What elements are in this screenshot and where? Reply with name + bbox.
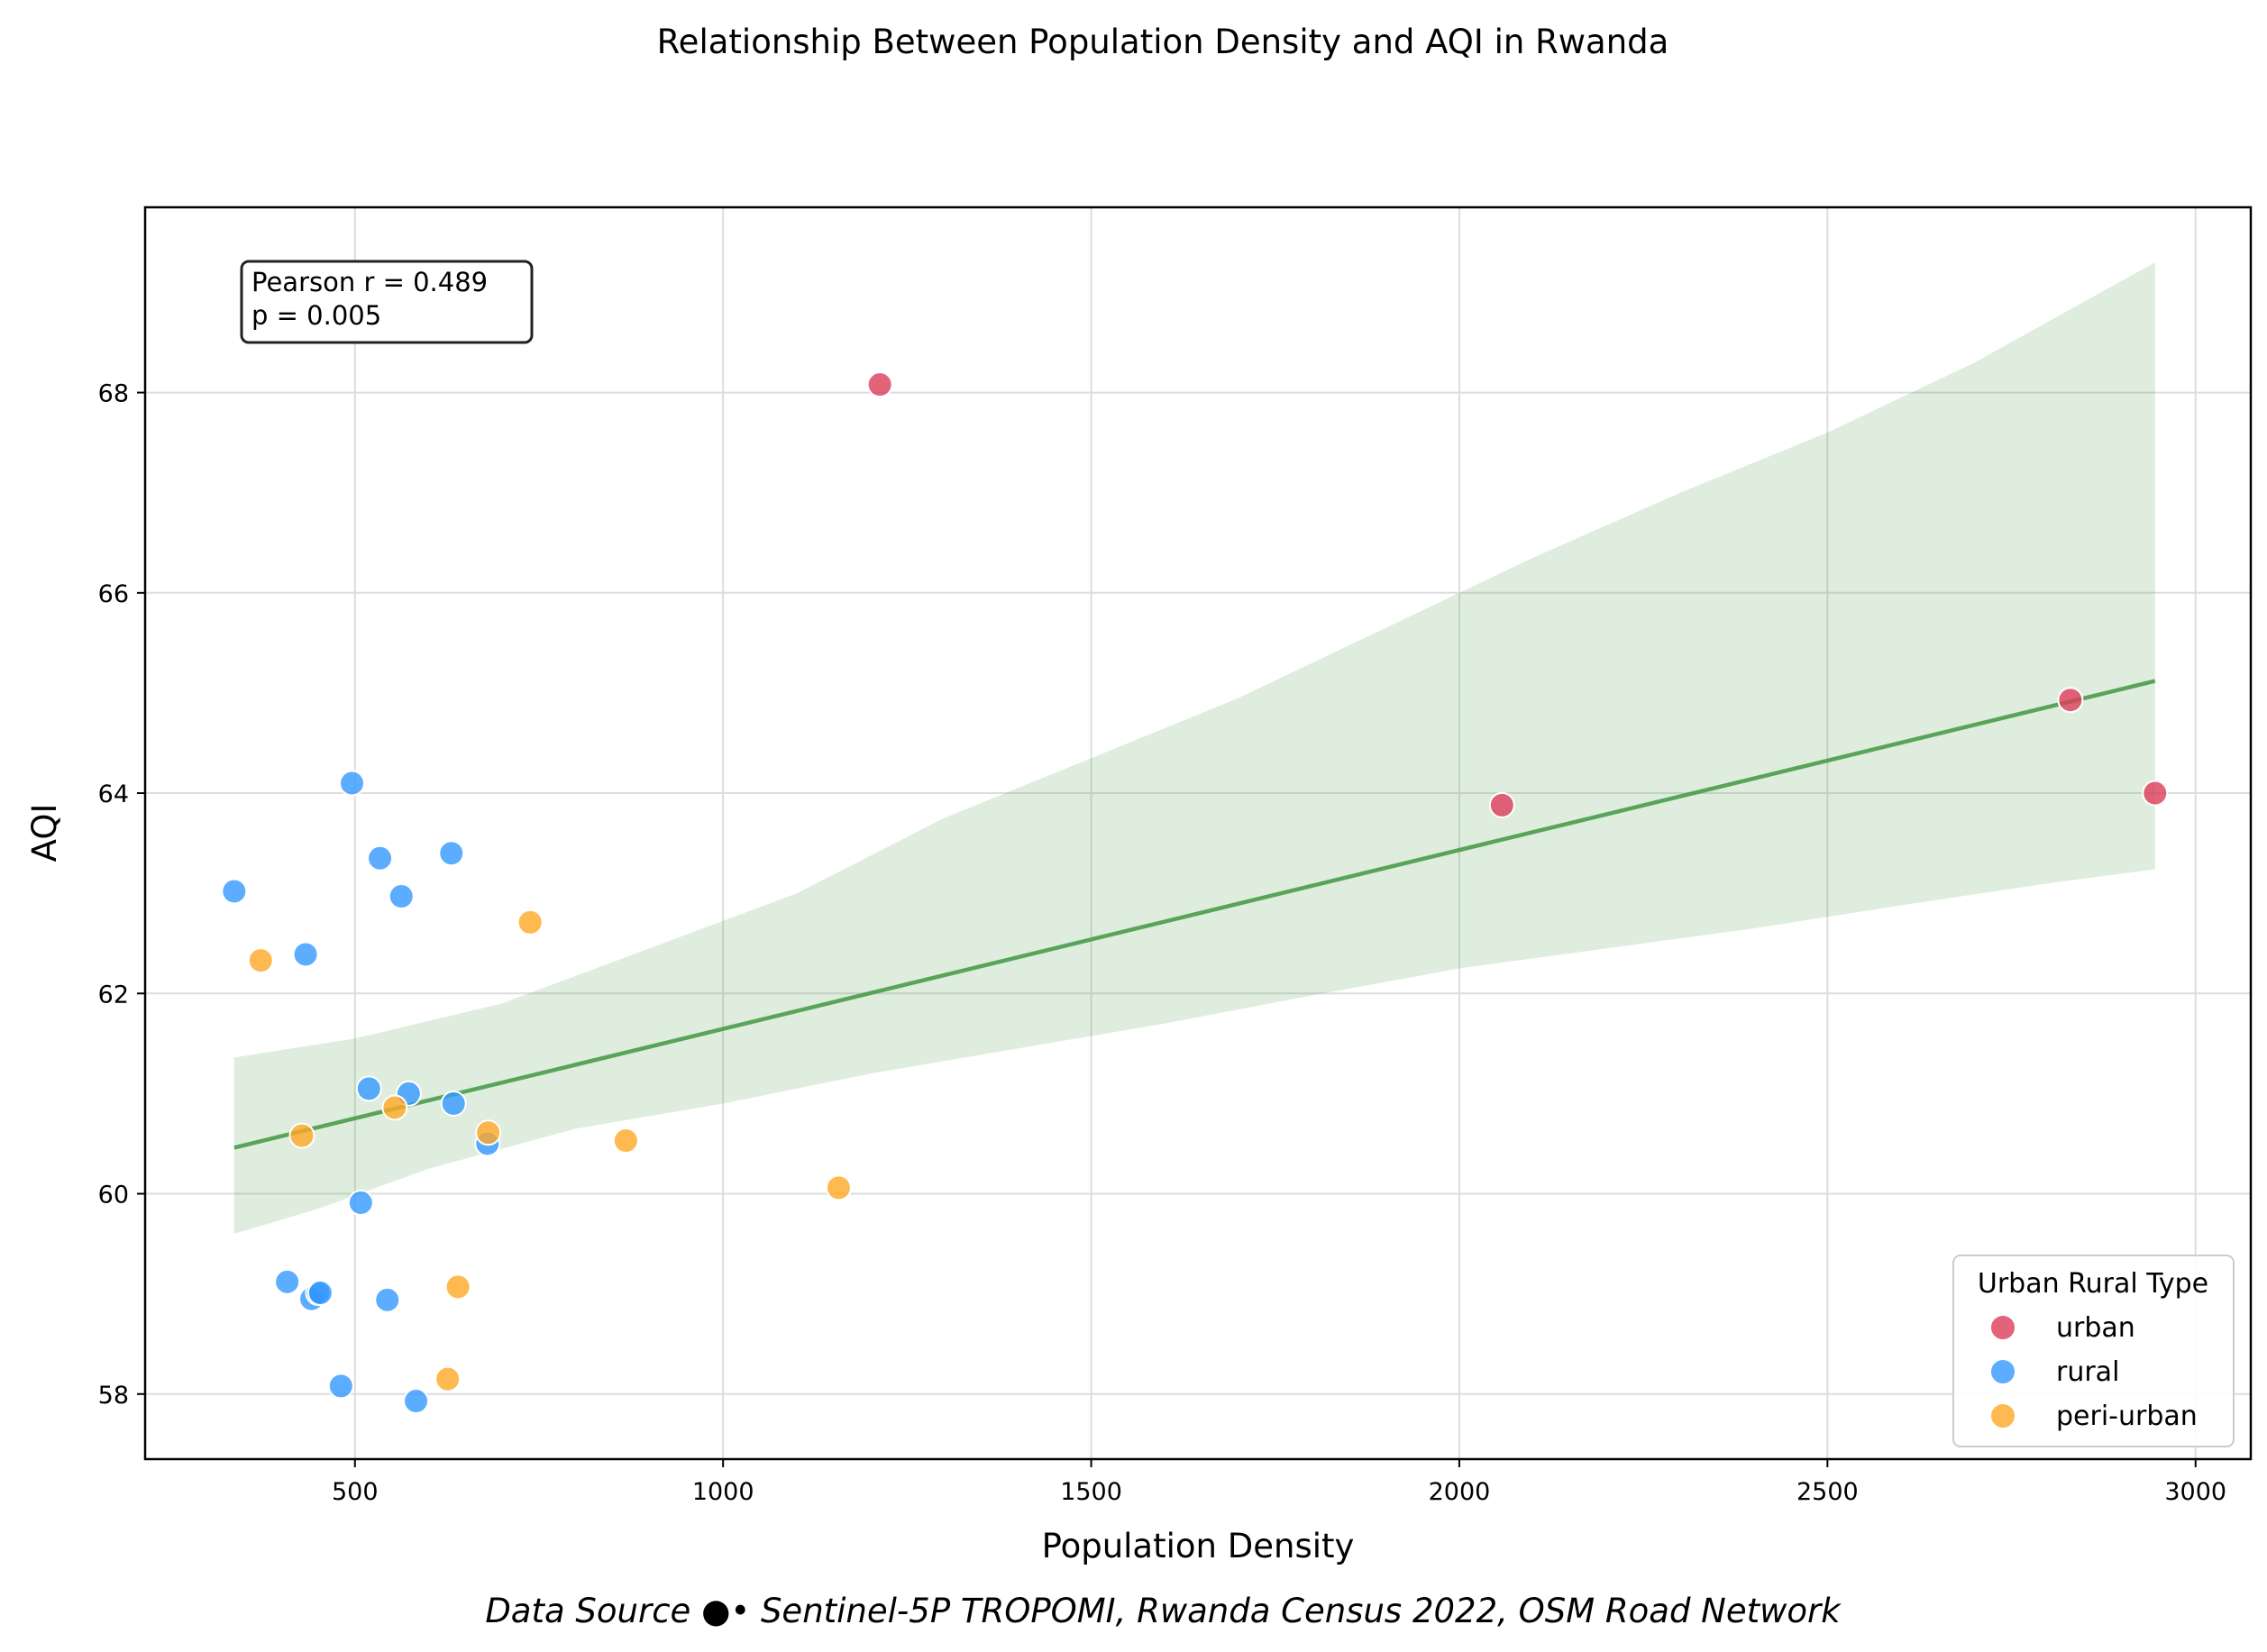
confidence-band-area [233,262,2155,1235]
pearson-r-text: Pearson r = 0.489 [251,267,488,297]
x-axis-ticks: 500 1000 1500 2000 2500 3000 [332,1459,2226,1506]
y-tick-label: 68 [98,380,129,408]
x-tick-label: 2000 [1429,1478,1491,1506]
point-rural [355,1075,382,1102]
point-rural [347,1190,374,1217]
y-axis-label: AQI [25,804,64,863]
regression-line-group [233,679,2156,1150]
point-rural [339,770,366,797]
point-rural [403,1388,430,1415]
legend-marker-urban [1989,1314,2016,1341]
y-tick-label: 66 [98,580,129,608]
legend-box [1952,1255,2235,1447]
point-urban [1488,791,1515,818]
point-urban [866,371,893,398]
regression-line [233,679,2156,1150]
point-peri-urban [247,947,274,974]
legend: Urban Rural Type urban rural peri-urban [1952,1255,2235,1447]
point-rural [388,883,415,910]
chart-title: Relationship Between Population Density … [657,23,1669,61]
grid-lines [145,207,2251,1459]
legend-label-rural: rural [2056,1356,2119,1388]
point-rural [292,941,319,968]
x-tick-label: 1000 [692,1478,754,1506]
plot-frame [143,205,2253,1461]
point-rural [306,1280,334,1307]
point-rural [440,1091,467,1118]
p-value-text: p = 0.005 [251,300,381,331]
point-rural [274,1268,301,1295]
point-rural [374,1286,401,1313]
point-rural [327,1373,354,1400]
stats-box [240,260,534,344]
stats-annotation: Pearson r = 0.489 p = 0.005 [240,260,534,344]
point-rural [221,878,248,905]
y-axis-ticks: 58 60 62 64 66 68 [98,380,145,1410]
y-tick-label: 62 [98,981,129,1009]
point-rural [367,844,394,872]
y-tick-label: 64 [98,780,129,808]
point-peri-urban [475,1119,502,1146]
legend-label-urban: urban [2056,1312,2135,1344]
data-points [221,371,2169,1415]
y-tick-label: 60 [98,1182,129,1209]
legend-title: Urban Rural Type [1978,1268,2208,1300]
point-peri-urban [825,1174,852,1201]
x-tick-label: 500 [332,1478,379,1506]
point-peri-urban [516,908,544,936]
legend-marker-peri-urban [1989,1402,2016,1429]
point-peri-urban [434,1365,462,1392]
legend-marker-rural [1989,1358,2016,1385]
point-peri-urban [288,1122,315,1149]
confidence-band [233,262,2155,1235]
point-urban [2057,687,2084,714]
point-peri-urban [612,1127,639,1155]
legend-label-peri-urban: peri-urban [2056,1401,2198,1432]
x-tick-label: 2500 [1796,1478,1859,1506]
point-urban [2142,780,2169,807]
x-axis-label: Population Density [1042,1527,1355,1565]
x-tick-label: 3000 [2164,1478,2226,1506]
x-tick-label: 1500 [1060,1478,1122,1506]
data-source-caption: Data Source ●• Sentinel-5P TROPOMI, Rwan… [485,1592,1842,1630]
point-peri-urban [381,1094,408,1121]
point-peri-urban [444,1273,471,1301]
y-tick-label: 58 [98,1382,129,1410]
point-rural [438,840,465,867]
